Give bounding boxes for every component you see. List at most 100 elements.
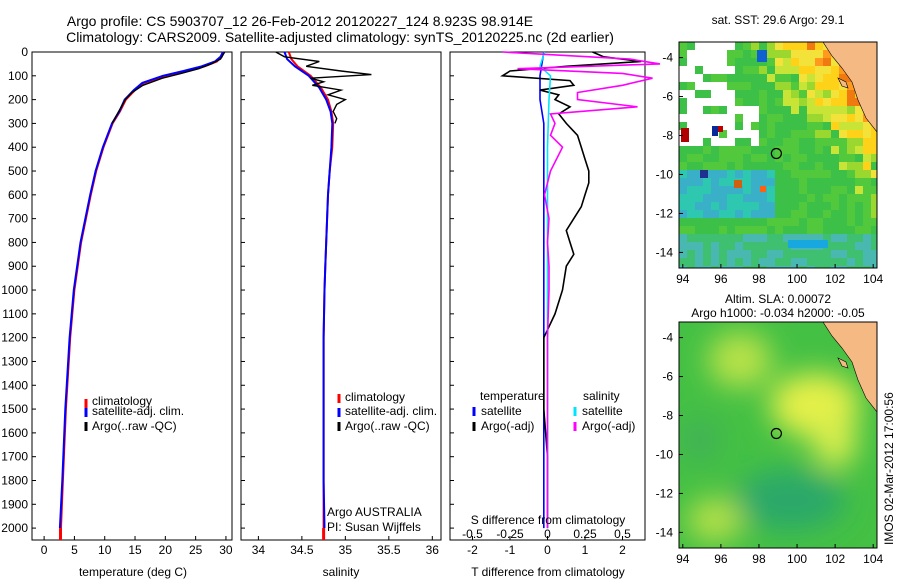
s-difference-tick-label: 0 <box>544 527 551 541</box>
sst-cell <box>727 154 735 162</box>
depth-axis: 0 100 200 300 400 500 600 700 800 900 1000 1100 1200… <box>1 45 36 535</box>
sst-cell <box>855 266 863 268</box>
sst-cell <box>783 146 791 154</box>
lat-tick-label: -4 <box>662 51 673 65</box>
sst-cell <box>863 154 871 162</box>
sst-cell <box>743 42 751 50</box>
sst-cell <box>687 154 695 162</box>
sst-cell <box>751 74 759 82</box>
sst-cell <box>863 186 871 194</box>
sst-cell <box>759 242 767 250</box>
sst-cell <box>727 218 735 226</box>
depth-tick-label: 1500 <box>1 402 28 416</box>
sst-cell <box>783 186 791 194</box>
sst-cell <box>839 162 847 170</box>
sst-cell <box>823 218 831 226</box>
sst-cell <box>823 170 831 178</box>
sst-cell <box>751 42 759 50</box>
sst-cell <box>759 234 767 242</box>
sst-cell <box>831 194 839 202</box>
series-s-argo-adj- <box>502 51 661 529</box>
sst-cell <box>823 266 831 268</box>
sst-cell <box>695 218 703 226</box>
sst-cell <box>711 234 719 242</box>
sst-cell <box>695 162 703 170</box>
sst-cell <box>719 170 727 178</box>
sst-cell <box>847 218 855 226</box>
sst-cell <box>839 266 847 268</box>
sst-cell <box>759 210 767 218</box>
sst-cell <box>727 74 735 82</box>
legend-label-s-argo: Argo(-adj) <box>582 419 635 433</box>
sst-cell <box>815 146 823 154</box>
sst-cell <box>759 122 767 130</box>
sst-cell <box>855 106 863 114</box>
sst-cell <box>711 266 719 268</box>
sst-cell <box>735 170 743 178</box>
sst-cell <box>719 234 727 242</box>
depth-tick-label: 1700 <box>1 450 28 464</box>
depth-tick-label: 200 <box>8 93 28 107</box>
depth-tick-label: 400 <box>8 140 28 154</box>
sst-cell <box>679 242 687 250</box>
sst-map-frame <box>678 41 878 269</box>
imos-watermark: IMOS 02-Mar-2012 17:00:56 <box>882 392 896 545</box>
sst-cell <box>743 146 751 154</box>
sst-cell <box>687 82 695 90</box>
temperature-xlabel: temperature (deg C) <box>79 565 187 579</box>
sst-cell <box>847 266 855 268</box>
sst-cell <box>823 258 831 266</box>
sla-field <box>679 322 877 548</box>
sst-cell <box>735 90 743 98</box>
sst-cell <box>831 170 839 178</box>
sst-cell <box>703 178 711 186</box>
sst-cell <box>695 170 703 178</box>
sst-cell <box>831 98 839 106</box>
sst-cell <box>679 98 687 106</box>
sst-cell <box>759 170 767 178</box>
depth-tick-label: 800 <box>8 235 28 249</box>
sst-cell <box>687 250 695 258</box>
sst-cell <box>863 210 871 218</box>
salinity-tick-label: 35 <box>339 543 353 557</box>
sst-cell <box>711 250 719 258</box>
sst-cell <box>855 122 863 130</box>
sst-cell <box>783 258 791 266</box>
sst-cell <box>855 170 863 178</box>
sst-cell <box>807 266 815 268</box>
sst-cell <box>759 266 767 268</box>
sst-cell <box>799 210 807 218</box>
sst-cell <box>775 202 783 210</box>
sst-cell <box>767 106 775 114</box>
salinity-profiles <box>275 51 372 540</box>
sst-cell <box>735 242 743 250</box>
sst-cell <box>847 170 855 178</box>
sla-anomalies <box>682 332 860 542</box>
sst-cell <box>863 170 871 178</box>
lat-tick-label: -14 <box>656 525 674 539</box>
sst-cell <box>759 218 767 226</box>
sst-cell <box>719 154 727 162</box>
sst-cell <box>815 178 823 186</box>
depth-tick-label: 300 <box>8 116 28 130</box>
sst-cell <box>679 194 687 202</box>
sst-cell <box>847 234 855 242</box>
sst-cell <box>719 106 727 114</box>
sst-cell <box>759 106 767 114</box>
sst-cell <box>791 234 799 242</box>
sst-cell <box>767 218 775 226</box>
sst-cell <box>799 178 807 186</box>
lat-tick-label: -10 <box>656 167 674 181</box>
salinity-axes-frame <box>240 51 442 541</box>
sst-cell <box>807 154 815 162</box>
sst-cell <box>687 210 695 218</box>
sst-cell <box>871 194 877 202</box>
sst-cell <box>847 258 855 266</box>
sst-cell <box>727 250 735 258</box>
legend-label-argo: Argo(..raw -QC) <box>345 419 430 433</box>
sst-cell <box>695 178 703 186</box>
sst-cell <box>703 106 711 114</box>
sst-cell <box>783 106 791 114</box>
sst-cell <box>799 122 807 130</box>
sst-cell <box>735 154 743 162</box>
